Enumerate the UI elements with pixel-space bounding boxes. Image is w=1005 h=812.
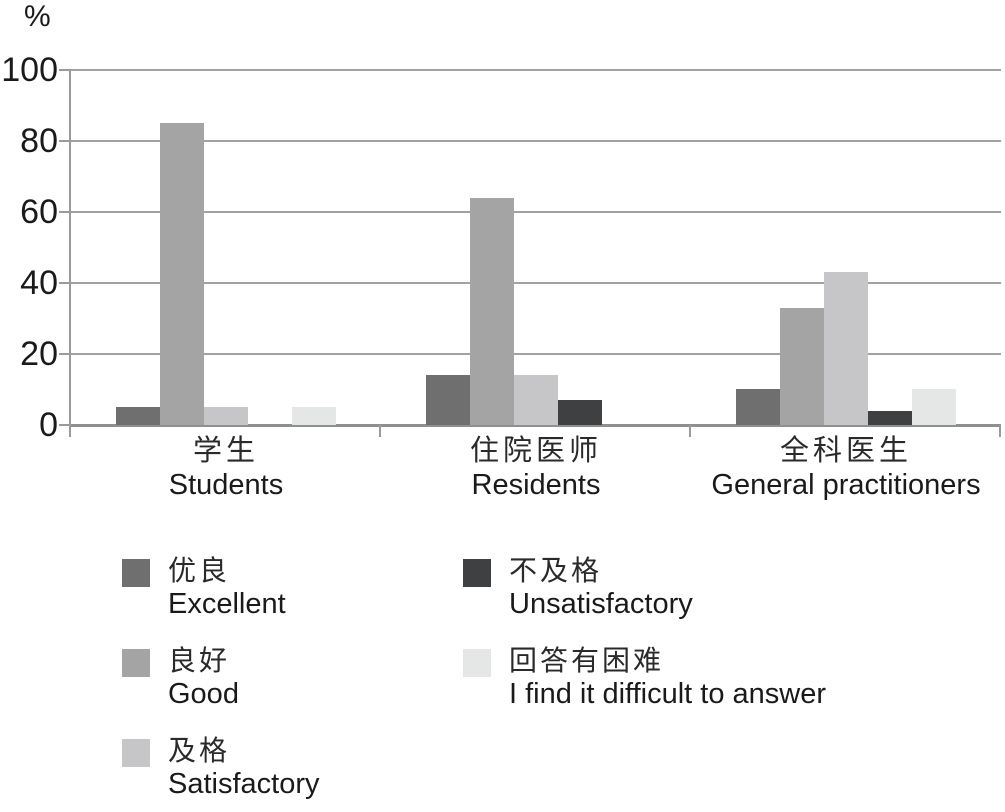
y-tick-label-20: 20 [20, 335, 58, 373]
bar-slot [868, 411, 912, 425]
y-tick-label-80: 80 [20, 122, 58, 160]
y-axis-tick [59, 353, 71, 355]
y-axis-tick [59, 211, 71, 213]
bar-group-residents [381, 70, 691, 425]
x-axis-tick [999, 425, 1001, 437]
legend-swatch [463, 559, 491, 587]
legend-label-en: Excellent [168, 588, 286, 620]
x-category-label-general-practitioners: 全科医生 General practitioners [681, 434, 1005, 502]
gridline-0 [71, 424, 1001, 427]
bar-slot [160, 123, 204, 425]
legend-label-en: Good [168, 678, 239, 710]
legend-label-zh: 及格 [168, 736, 231, 767]
y-axis-tick [59, 424, 71, 426]
y-axis-line [69, 70, 71, 437]
bar-slot [514, 375, 558, 425]
x-category-label-zh: 学生 [192, 435, 259, 467]
bar-unsatisfactory [868, 411, 912, 425]
x-axis-tick [379, 425, 381, 437]
bar-slot [558, 400, 602, 425]
bar-good [470, 198, 514, 425]
bar-slot [426, 375, 470, 425]
bar-slot [824, 272, 868, 425]
y-axis-tick [59, 69, 71, 71]
bar-excellent [736, 389, 780, 425]
legend-label: 不及格 Unsatisfactory [509, 556, 693, 621]
legend-swatch [463, 649, 491, 677]
gridline-80 [71, 140, 1001, 142]
legend-label-zh: 优良 [168, 556, 231, 587]
bar-group-students [71, 70, 381, 425]
legend-label: 及格 Satisfactory [168, 736, 320, 801]
bar-satisfactory [204, 407, 248, 425]
legend-label-en: Satisfactory [168, 768, 320, 800]
bar-slot [470, 198, 514, 425]
bar-slot [204, 407, 248, 425]
legend-label: 良好 Good [168, 646, 239, 711]
legend-item-excellent: 优良 Excellent [122, 556, 286, 621]
legend-label-zh: 良好 [168, 646, 231, 677]
legend-item-i-find-it-difficult-to-answer: 回答有困难 I find it difficult to answer [463, 646, 826, 711]
bar-good [160, 123, 204, 425]
y-axis-tick [59, 282, 71, 284]
gridline-60 [71, 211, 1001, 213]
bar-unsatisfactory [558, 400, 602, 425]
bar-slot [292, 407, 336, 425]
legend-label-zh: 不及格 [509, 556, 603, 587]
x-category-label-en: Students [168, 469, 284, 501]
gridline-40 [71, 282, 1001, 284]
bar-satisfactory [514, 375, 558, 425]
x-category-label-zh: 全科医生 [779, 435, 912, 467]
x-axis-tick [689, 425, 691, 437]
legend-swatch [122, 649, 150, 677]
plot-area [71, 69, 1001, 427]
legend-item-good: 良好 Good [122, 646, 239, 711]
legend-label-en: I find it difficult to answer [509, 678, 827, 710]
bar-slot [116, 407, 160, 425]
bar-good [780, 308, 824, 425]
legend-label: 回答有困难 I find it difficult to answer [509, 646, 826, 711]
legend-label-en: Unsatisfactory [509, 588, 693, 620]
y-tick-label-40: 40 [20, 264, 58, 302]
x-category-label-students: 学生 Students [61, 434, 391, 502]
legend-item-satisfactory: 及格 Satisfactory [122, 736, 320, 801]
y-axis-unit-label: % [24, 0, 51, 33]
bar-group-general-practitioners [691, 70, 1001, 425]
x-category-label-residents: 住院医师 Residents [371, 434, 701, 502]
bar-excellent [116, 407, 160, 425]
bar-satisfactory [824, 272, 868, 425]
bar-i-find-it-difficult-to-answer [292, 407, 336, 425]
y-tick-label-0: 0 [39, 406, 58, 444]
x-category-label-en: Residents [471, 469, 601, 501]
x-category-label-zh: 住院医师 [469, 435, 602, 467]
x-category-label-en: General practitioners [711, 469, 981, 501]
gridline-20 [71, 353, 1001, 355]
bar-i-find-it-difficult-to-answer [912, 389, 956, 425]
y-axis-tick [59, 140, 71, 142]
bar-slot [780, 308, 824, 425]
bar-excellent [426, 375, 470, 425]
legend-swatch [122, 739, 150, 767]
legend-item-unsatisfactory: 不及格 Unsatisfactory [463, 556, 693, 621]
bar-slot [736, 389, 780, 425]
y-tick-label-100: 100 [1, 51, 58, 89]
legend-label: 优良 Excellent [168, 556, 286, 621]
legend-label-zh: 回答有困难 [509, 646, 665, 677]
gridline-100 [71, 69, 1001, 71]
y-tick-label-60: 60 [20, 193, 58, 231]
legend-swatch [122, 559, 150, 587]
bar-slot [912, 389, 956, 425]
